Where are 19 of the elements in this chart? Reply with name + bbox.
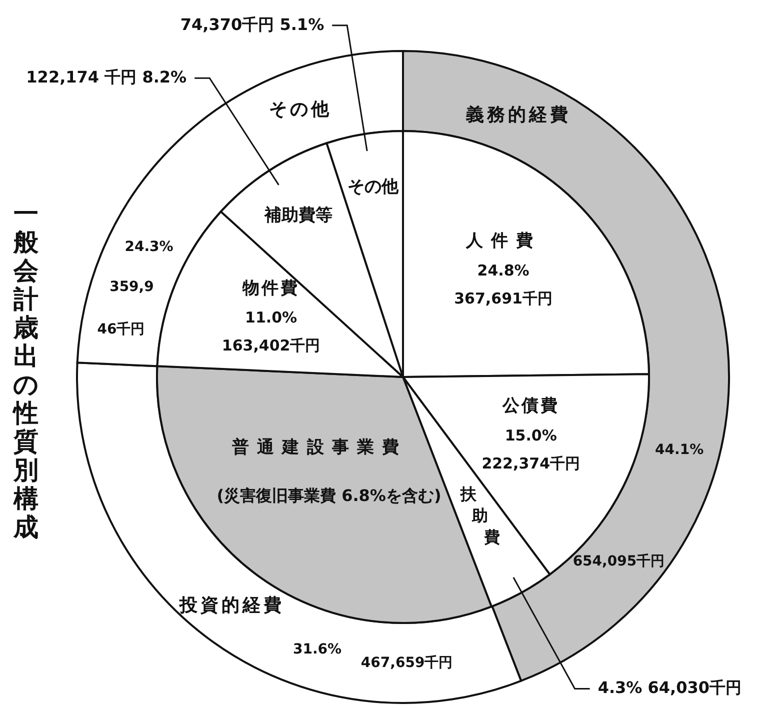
data-label: 4.3% 64,030千円 (598, 678, 742, 698)
slice-label: その他 (269, 98, 332, 120)
slice-label: 公債費 (501, 396, 560, 416)
text: 31.6% 467,659千円 (293, 642, 453, 671)
chart-title: 一般会計歳出の性質別構成 (13, 198, 39, 542)
slice-label: 人件費 (464, 231, 541, 252)
data-label: 74,370千円 5.1% (180, 14, 324, 34)
slice-label: 補助費等 (264, 206, 333, 226)
slice-label: 義務的経費 (464, 104, 571, 126)
text: 24.3% 359,9 46千円 (97, 238, 174, 338)
slice-label: 物件費 (242, 278, 300, 298)
data-label: 24.8% 367,691千円 (454, 262, 552, 308)
slice-label: 普通建設事業費 (231, 436, 408, 458)
slice-label: 扶助費 (459, 484, 500, 547)
slice-label: 投資的経費 (178, 595, 284, 616)
data-label: 122,174 千円 8.2% (26, 68, 187, 87)
data-label: 11.0% 163,402千円 (222, 308, 320, 355)
text: (災害復旧事業費 6.8%を含む) (216, 486, 442, 506)
slice-label: その他 (347, 177, 400, 198)
